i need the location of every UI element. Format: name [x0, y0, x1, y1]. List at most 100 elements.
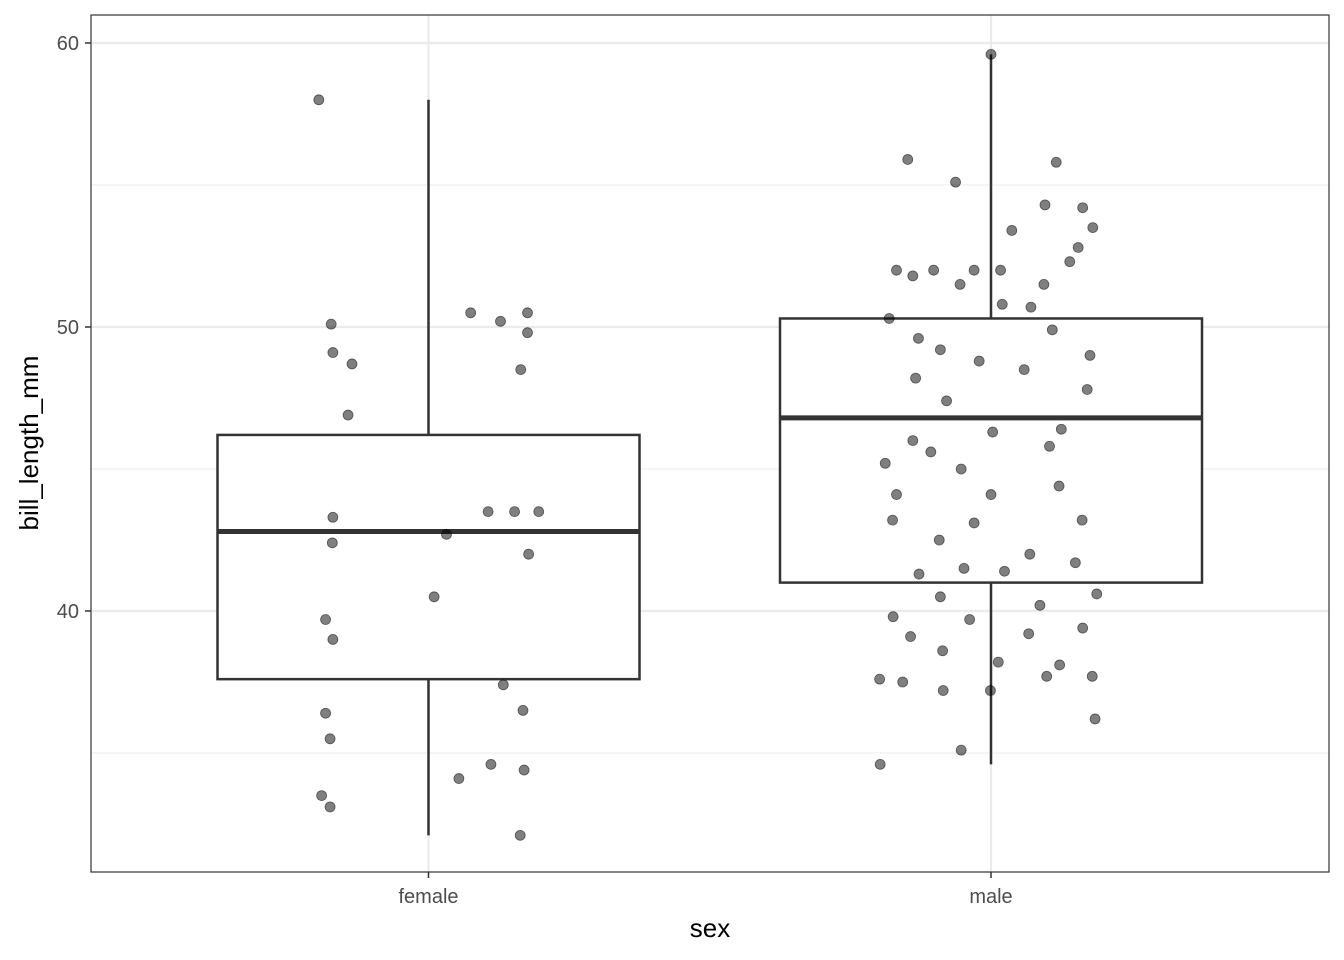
box-iqr — [778, 317, 1204, 584]
data-point — [954, 278, 966, 290]
data-point — [1089, 713, 1101, 725]
y-tick-label: 40 — [57, 601, 79, 623]
data-point — [342, 409, 354, 421]
data-point — [518, 764, 530, 776]
data-point — [1054, 659, 1066, 671]
data-point — [933, 534, 945, 546]
data-point — [937, 645, 949, 657]
data-point — [910, 372, 922, 384]
data-point — [482, 506, 494, 518]
data-point — [891, 264, 902, 276]
data-point — [515, 364, 527, 376]
data-point — [992, 656, 1004, 668]
jitter-points — [313, 48, 1103, 841]
data-point — [523, 548, 535, 560]
data-point — [958, 563, 970, 574]
data-point — [887, 514, 898, 526]
data-point — [316, 790, 328, 801]
data-point — [891, 489, 902, 500]
data-point — [999, 565, 1010, 577]
data-point — [1039, 199, 1051, 211]
data-point — [1072, 242, 1084, 253]
y-axis-title: bill_length_mm — [14, 356, 44, 531]
data-point — [495, 315, 506, 327]
data-point — [441, 528, 452, 540]
data-point — [973, 355, 985, 367]
data-point — [985, 685, 996, 696]
data-point — [1006, 225, 1018, 236]
data-point — [955, 744, 967, 756]
data-point — [1018, 364, 1030, 376]
data-point — [913, 332, 924, 344]
data-point — [1024, 548, 1036, 560]
data-point — [346, 358, 358, 370]
data-point — [907, 270, 919, 282]
data-point — [950, 176, 961, 188]
data-point — [1077, 202, 1089, 214]
data-point — [905, 631, 916, 642]
data-point — [1053, 480, 1065, 492]
data-point — [1025, 301, 1037, 313]
data-point — [1091, 588, 1103, 600]
data-point — [955, 463, 967, 475]
data-point — [1087, 222, 1099, 234]
x-axis-ticks: female male — [398, 872, 1013, 908]
data-point — [514, 829, 526, 841]
data-point — [987, 426, 999, 438]
data-point — [1050, 156, 1062, 168]
data-point — [1086, 670, 1098, 682]
data-point — [533, 506, 545, 518]
data-point — [1046, 324, 1058, 336]
data-point — [1069, 557, 1081, 569]
data-point — [320, 707, 331, 719]
data-point — [517, 705, 529, 716]
y-tick-label: 60 — [57, 33, 79, 55]
data-point — [1084, 349, 1096, 361]
data-point — [883, 313, 895, 324]
data-point — [968, 517, 980, 529]
data-point — [897, 676, 909, 688]
x-axis-title: sex — [690, 913, 730, 943]
data-point — [1055, 423, 1067, 435]
data-point — [934, 344, 946, 356]
data-point — [874, 758, 886, 770]
data-point — [522, 327, 533, 339]
boxes — [216, 54, 1204, 836]
data-point — [907, 435, 919, 447]
data-point — [313, 94, 325, 106]
data-point — [327, 511, 339, 523]
data-point — [327, 347, 339, 358]
data-point — [453, 773, 465, 784]
data-point — [874, 673, 886, 685]
data-point — [485, 758, 497, 770]
data-point — [902, 154, 914, 165]
data-point — [913, 568, 925, 580]
data-point — [522, 307, 533, 319]
data-point — [1076, 514, 1088, 526]
data-point — [1023, 628, 1035, 640]
data-point — [509, 506, 520, 518]
data-point — [928, 264, 940, 276]
data-point — [325, 318, 337, 330]
data-point — [937, 685, 949, 696]
x-tick-label: male — [969, 886, 1012, 908]
data-point — [465, 307, 477, 319]
x-tick-label: female — [398, 886, 458, 908]
data-point — [320, 614, 331, 625]
data-point — [1041, 670, 1053, 682]
data-point — [497, 679, 509, 691]
data-point — [1034, 599, 1046, 611]
y-axis-ticks: 40 50 60 — [57, 33, 91, 623]
data-point — [879, 457, 891, 469]
data-point — [1044, 440, 1055, 452]
data-point — [1038, 278, 1050, 290]
data-point — [887, 611, 899, 623]
data-point — [327, 634, 339, 645]
data-point — [326, 537, 338, 549]
data-point — [996, 298, 1008, 310]
data-point — [324, 733, 336, 745]
data-point — [1077, 622, 1089, 634]
data-point — [428, 591, 440, 603]
data-point — [964, 614, 976, 625]
